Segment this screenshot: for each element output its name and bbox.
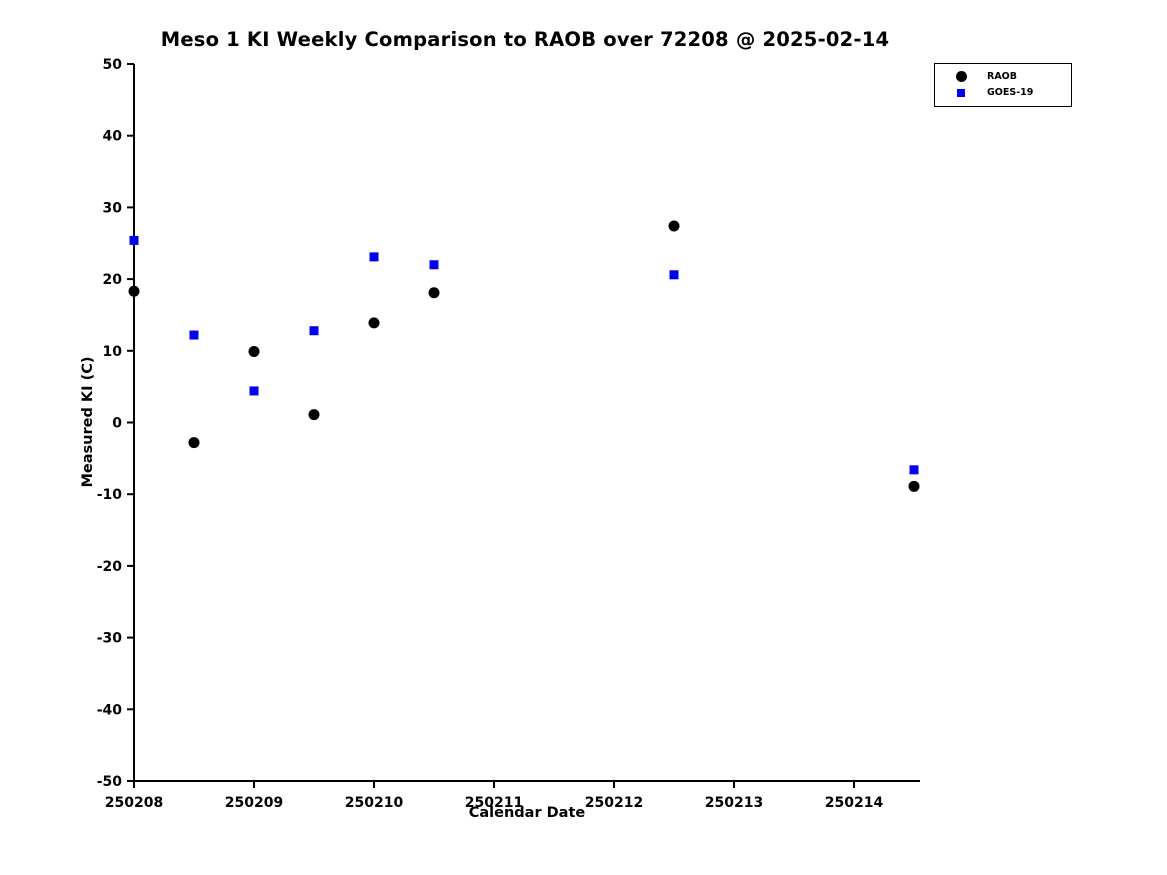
x-tick-label: 250209 [225,795,283,811]
data-point-raob [308,409,320,421]
x-tick-label: 250212 [585,795,643,811]
goes19-marker-icon [957,88,965,97]
y-tick-label: 40 [103,129,123,145]
y-tick-label: -10 [97,487,123,503]
chart-title: Meso 1 KI Weekly Comparison to RAOB over… [160,28,890,51]
x-tick-label: 250213 [705,795,763,811]
legend-entry-raob: RAOB [935,69,1071,84]
data-point-goes-19 [369,252,379,262]
data-point-goes-19 [189,330,199,340]
data-point-raob [428,287,440,299]
data-point-raob [128,285,140,297]
data-point-raob [188,437,200,449]
data-point-raob [908,480,920,492]
y-tick-label: 0 [112,416,122,432]
data-point-goes-19 [129,235,139,245]
data-point-goes-19 [249,386,259,396]
y-tick-label: 10 [103,344,123,360]
data-point-goes-19 [669,270,679,280]
data-point-goes-19 [309,326,319,336]
legend: RAOB GOES-19 [934,63,1072,107]
x-axis-label: Calendar Date [468,805,586,821]
y-tick-label: 20 [103,272,123,288]
legend-entry-goes19: GOES-19 [935,85,1071,100]
data-point-raob [248,346,260,358]
legend-label-goes19: GOES-19 [987,87,1034,98]
x-tick-label: 250210 [345,795,404,811]
x-tick-label: 250208 [105,795,163,811]
data-point-raob [368,317,380,329]
y-tick-label: 50 [103,57,123,73]
data-point-goes-19 [429,260,439,270]
data-point-goes-19 [909,465,919,475]
y-tick-label: -50 [97,774,123,790]
y-tick-label: -30 [97,631,123,647]
data-point-raob [668,220,680,232]
y-tick-label: 30 [103,200,123,216]
raob-marker-icon [955,71,967,82]
y-tick-label: -20 [97,559,123,575]
y-tick-label: -40 [97,702,123,718]
x-tick-label: 250214 [825,795,884,811]
legend-label-raob: RAOB [987,71,1017,82]
x-tick-label: 250211 [465,795,523,811]
